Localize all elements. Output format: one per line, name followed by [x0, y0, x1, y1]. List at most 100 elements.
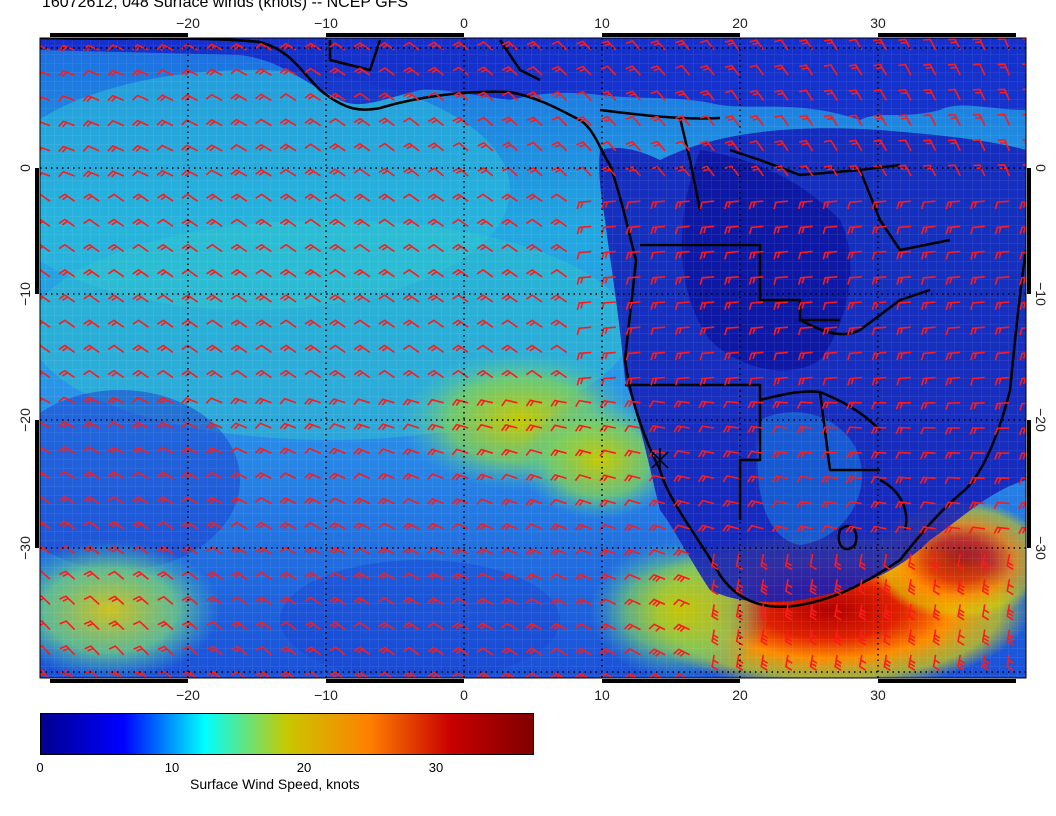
- wind-barb: [774, 140, 789, 152]
- wind-barb: [328, 447, 346, 455]
- wind-barb: [279, 571, 297, 580]
- wind-barb: [994, 301, 1010, 311]
- wind-barb: [748, 326, 764, 336]
- wind-barb: [823, 114, 838, 127]
- wind-barb: [796, 426, 813, 434]
- wind-barb: [785, 629, 793, 646]
- wind-barb: [600, 140, 617, 152]
- wind-barb: [623, 598, 641, 606]
- wind-barb: [329, 344, 346, 354]
- wind-barb: [304, 422, 321, 430]
- wind-barb: [156, 68, 174, 76]
- wind-barb: [329, 67, 346, 76]
- wind-barb: [1032, 630, 1038, 645]
- wind-barb: [451, 597, 469, 606]
- wind-barb: [279, 397, 297, 405]
- wind-barb: [920, 276, 936, 285]
- wind-barb: [328, 522, 346, 530]
- wind-barb: [735, 553, 744, 571]
- wind-barb: [58, 545, 76, 555]
- wind-barb: [525, 268, 543, 278]
- wind-barb: [1032, 579, 1038, 594]
- wind-barb: [809, 604, 818, 621]
- wind-barb: [476, 423, 494, 431]
- wind-barb: [919, 451, 936, 460]
- colorbar-tick: 30: [428, 760, 444, 775]
- wind-barb: [822, 200, 838, 210]
- wind-barb: [835, 680, 841, 695]
- wind-barb: [377, 423, 395, 431]
- wind-barb: [699, 115, 715, 127]
- wind-barb: [329, 596, 346, 606]
- wind-barb: [58, 243, 76, 253]
- wind-barb: [761, 680, 767, 695]
- wind-barb: [599, 499, 617, 507]
- wind-barb: [156, 369, 174, 379]
- wind-barb: [550, 597, 567, 606]
- wind-barb: [674, 250, 690, 260]
- wind-barb: [279, 93, 297, 102]
- wind-barb: [452, 294, 469, 303]
- wind-barb: [107, 145, 125, 153]
- wind-barb: [131, 94, 149, 102]
- wind-barb: [799, 64, 814, 76]
- wind-barb: [353, 142, 371, 152]
- wind-barb: [920, 301, 936, 311]
- right-lat-label: 0: [1033, 164, 1049, 172]
- wind-barb: [452, 142, 469, 152]
- wind-barb: [823, 164, 838, 177]
- wind-barb: [107, 193, 125, 202]
- wind-barb: [797, 326, 813, 336]
- wind-barb: [181, 421, 198, 429]
- wind-barb: [970, 200, 985, 210]
- wind-barb: [82, 396, 100, 404]
- wind-barb: [797, 276, 813, 285]
- wind-barb: [724, 376, 739, 386]
- wind-barb: [821, 451, 838, 459]
- wind-barb: [873, 63, 888, 76]
- wind-barb: [108, 670, 124, 678]
- wind-barb: [427, 448, 444, 456]
- wind-barb: [402, 344, 420, 354]
- wind-barb: [451, 498, 469, 506]
- wind-barb: [402, 621, 420, 631]
- wind-barb: [796, 500, 813, 508]
- wind-barb: [255, 68, 272, 76]
- wind-barb: [59, 595, 76, 605]
- wind-barb: [476, 498, 494, 505]
- wind-barb: [673, 573, 690, 583]
- wind-barb: [427, 572, 444, 580]
- wind-barb: [205, 93, 223, 102]
- wind-barb: [107, 344, 125, 354]
- wind-barb: [625, 65, 642, 76]
- wind-barb: [353, 294, 371, 303]
- wind-barb: [796, 525, 813, 533]
- wind-barb: [625, 326, 641, 336]
- wind-barb: [279, 193, 297, 202]
- wind-barb: [748, 301, 764, 311]
- wind-barb: [132, 268, 149, 278]
- graticule: [40, 38, 1026, 678]
- wind-barb: [525, 369, 543, 379]
- wind-barb: [525, 572, 543, 581]
- wind-barb: [675, 115, 691, 127]
- wind-barb: [500, 548, 518, 555]
- wind-barb: [181, 169, 198, 177]
- wind-barb: [908, 604, 916, 621]
- wind-barb: [329, 268, 346, 278]
- wind-barbs: [40, 38, 1038, 695]
- wind-barb: [230, 268, 248, 278]
- wind-barb: [40, 570, 51, 580]
- wind-barb: [550, 573, 567, 580]
- wind-barb: [773, 200, 789, 210]
- wind-barb: [476, 547, 494, 555]
- wind-barb: [84, 645, 100, 656]
- wind-barb: [58, 120, 75, 128]
- wind-barb: [932, 553, 940, 571]
- wind-barb: [848, 38, 863, 51]
- wind-barb: [402, 423, 420, 431]
- wind-barb: [774, 39, 789, 51]
- wind-barb: [501, 344, 518, 354]
- wind-barb: [40, 70, 51, 76]
- wind-barb: [476, 572, 494, 580]
